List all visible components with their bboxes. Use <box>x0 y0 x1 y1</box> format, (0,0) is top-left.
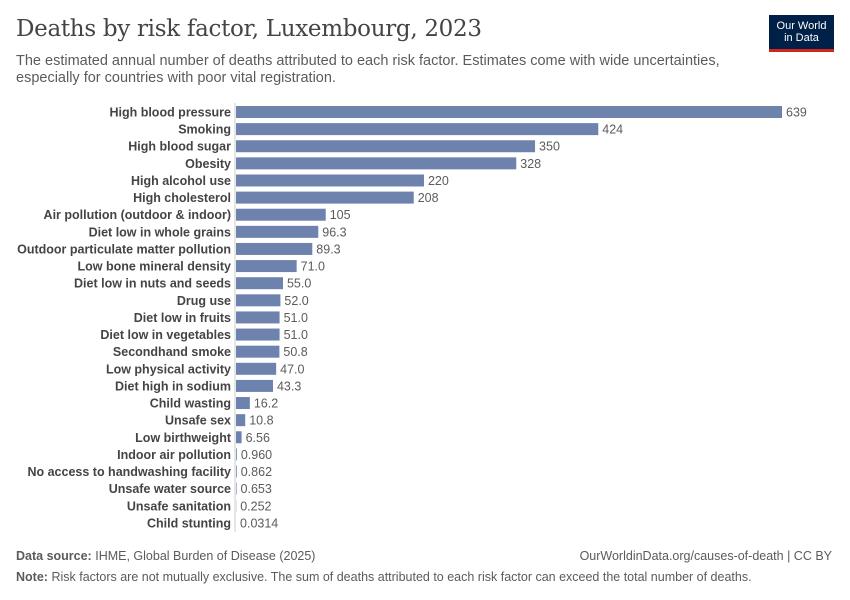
bar[interactable] <box>236 208 326 221</box>
category-label: High alcohol use <box>131 174 231 188</box>
value-label: 0.653 <box>241 482 272 496</box>
bar[interactable] <box>236 225 319 238</box>
bar[interactable] <box>236 448 237 461</box>
value-label: 51.0 <box>284 311 308 325</box>
bar[interactable] <box>236 157 517 170</box>
value-label: 51.0 <box>284 328 308 342</box>
bar[interactable] <box>236 345 280 358</box>
logo-line-1: Our World <box>776 19 827 32</box>
category-label: Diet low in whole grains <box>89 225 231 239</box>
chart-subtitle: The estimated annual number of deaths at… <box>16 53 720 86</box>
chart-title: Deaths by risk factor, Luxembourg, 2023 <box>16 16 482 42</box>
value-label: 0.0314 <box>240 516 278 530</box>
value-label: 10.8 <box>249 414 273 428</box>
value-label: 639 <box>786 106 807 120</box>
category-label: Child wasting <box>150 397 231 411</box>
bar[interactable] <box>236 465 237 478</box>
bar[interactable] <box>236 397 250 410</box>
value-label: 328 <box>520 157 541 171</box>
category-label: Secondhand smoke <box>113 345 231 359</box>
category-label: High cholesterol <box>133 191 231 205</box>
category-label: Obesity <box>185 157 231 171</box>
bar[interactable] <box>236 174 424 187</box>
category-label: Smoking <box>178 123 231 137</box>
note-text: Risk factors are not mutually exclusive.… <box>51 570 752 584</box>
value-label: 71.0 <box>301 260 325 274</box>
category-label: No access to handwashing facility <box>27 465 231 479</box>
bar[interactable] <box>236 191 414 204</box>
source-label: Data source: <box>16 549 92 563</box>
category-label: Unsafe sex <box>165 414 231 428</box>
category-label: Diet low in fruits <box>134 311 231 325</box>
value-label: 52.0 <box>284 294 308 308</box>
category-label: High blood sugar <box>128 140 231 154</box>
category-label: Child stunting <box>147 516 231 530</box>
bar[interactable] <box>236 311 280 324</box>
category-label: Low physical activity <box>106 362 231 376</box>
bar[interactable] <box>236 277 283 290</box>
note-label: Note: <box>16 570 48 584</box>
category-label: Unsafe sanitation <box>127 499 231 513</box>
value-label: 55.0 <box>287 277 311 291</box>
value-label: 16.2 <box>254 397 278 411</box>
value-label: 0.862 <box>241 465 272 479</box>
category-label: Unsafe water source <box>109 482 231 496</box>
category-label: Air pollution (outdoor & indoor) <box>44 208 231 222</box>
bar[interactable] <box>236 242 313 255</box>
category-label: Low bone mineral density <box>78 260 232 274</box>
bar[interactable] <box>236 482 237 495</box>
category-label: Low birthweight <box>135 431 232 445</box>
data-source: Data source: IHME, Global Burden of Dise… <box>16 549 315 563</box>
bar-chart: High blood pressure 639 Smoking 424 High blo… <box>17 103 807 532</box>
value-label: 424 <box>602 123 623 137</box>
value-label: 350 <box>539 140 560 154</box>
category-label: High blood pressure <box>109 106 231 120</box>
value-label: 105 <box>330 208 351 222</box>
value-label: 43.3 <box>277 379 301 393</box>
category-label: Diet low in nuts and seeds <box>74 277 231 291</box>
category-label: Diet high in sodium <box>115 379 231 393</box>
category-label: Indoor air pollution <box>117 448 231 462</box>
bar[interactable] <box>236 260 297 273</box>
bar[interactable] <box>236 328 280 341</box>
value-label: 50.8 <box>283 345 307 359</box>
source-text[interactable]: IHME, Global Burden of Disease (2025) <box>95 549 316 563</box>
chart-note: Note: Risk factors are not mutually excl… <box>16 570 752 584</box>
category-label: Drug use <box>177 294 231 308</box>
category-label: Diet low in vegetables <box>100 328 231 342</box>
value-label: 6.56 <box>246 431 270 445</box>
bar[interactable] <box>236 362 277 375</box>
value-label: 96.3 <box>322 225 346 239</box>
category-label: Outdoor particulate matter pollution <box>17 242 231 256</box>
source-url[interactable]: OurWorldinData.org/causes-of-death | CC … <box>579 549 832 563</box>
value-label: 0.252 <box>240 499 271 513</box>
bar[interactable] <box>236 106 782 118</box>
bar[interactable] <box>236 123 599 136</box>
value-label: 89.3 <box>316 242 340 256</box>
bar[interactable] <box>236 294 281 307</box>
logo-line-2: in Data <box>784 32 819 44</box>
bar[interactable] <box>236 431 242 444</box>
value-label: 220 <box>428 174 449 188</box>
bar[interactable] <box>236 414 246 427</box>
value-label: 0.960 <box>241 448 272 462</box>
bar[interactable] <box>236 379 273 392</box>
value-label: 208 <box>418 191 439 205</box>
owid-logo[interactable]: Our World in Data <box>769 15 834 52</box>
bar[interactable] <box>236 140 536 153</box>
value-label: 47.0 <box>280 362 304 376</box>
